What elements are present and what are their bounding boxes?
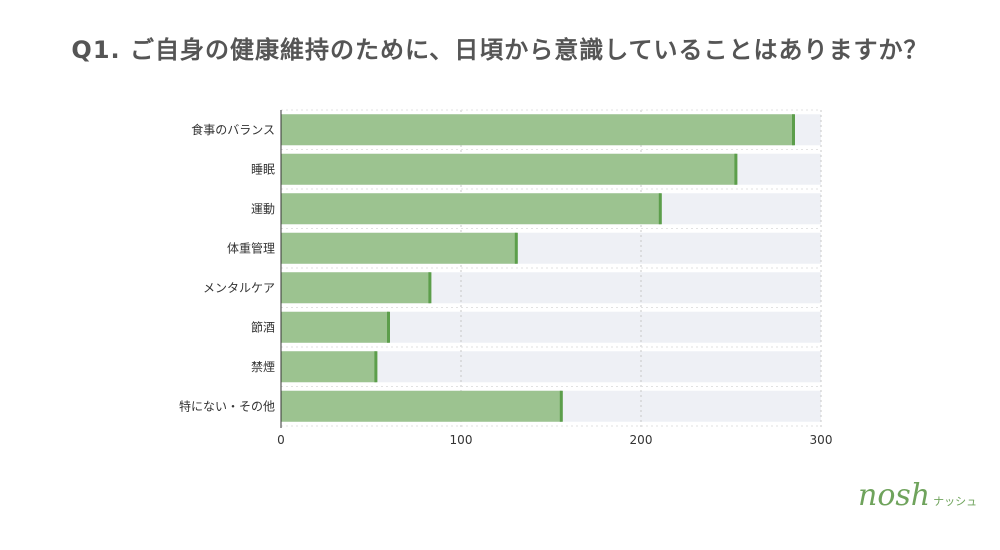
category-label: メンタルケア [203,281,275,295]
bar-edge [387,311,390,343]
bar-edge [374,351,378,383]
x-tick-label: 100 [450,433,473,447]
brand-logo: nosh ナッシュ [858,478,977,518]
bar-edge [658,193,662,225]
x-tick-label: 0 [277,433,285,447]
bar [281,351,377,383]
category-label: 禁煙 [251,360,275,374]
logo-wordmark: nosh [858,478,931,513]
bar [281,114,794,146]
bar-edge [514,232,518,264]
category-label: 食事のバランス [191,122,275,137]
bar-edge [428,272,432,304]
chart-title: Q1. ご自身の健康維持のために、日頃から意識していることはありますか？ [71,36,929,64]
category-label: 節酒 [251,319,275,334]
bar-edge [734,153,738,185]
bar [281,232,517,264]
category-label: 体重管理 [227,240,275,255]
category-label: 特にない・その他 [179,398,275,413]
x-tick-label: 200 [630,433,653,447]
bar-edge [559,390,563,422]
bar [281,193,661,225]
x-tick-label: 300 [810,433,833,447]
bar [281,153,737,185]
bar [281,272,431,304]
category-label: 睡眠 [251,162,275,176]
bar [281,311,389,343]
category-label: 運動 [251,202,275,216]
bar-edge [792,114,795,146]
bar [281,390,562,422]
logo-kana: ナッシュ [933,495,978,508]
